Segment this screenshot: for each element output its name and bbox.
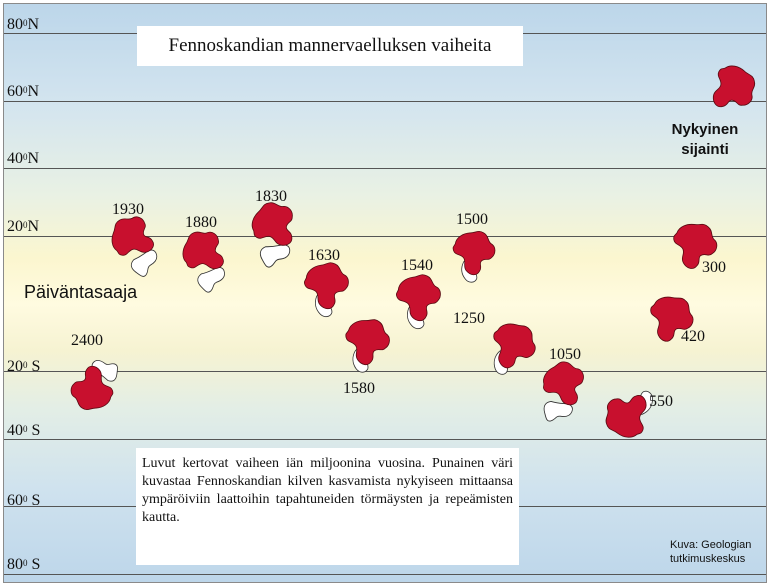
age-label-1540: 1540 (401, 257, 433, 274)
present-label-line1: Nykyinen (671, 121, 739, 138)
note-box: Luvut kertovat vaiheen iän miljoonina vu… (136, 448, 519, 565)
continent-present (709, 61, 760, 115)
continent-1050 (537, 354, 594, 430)
continent-1500 (448, 223, 503, 286)
latitude-label: 400 S (7, 422, 41, 439)
age-label-1250: 1250 (453, 310, 485, 327)
present-position-label: Nykyinen sijainti (670, 120, 740, 160)
age-label-1880: 1880 (185, 214, 217, 231)
continental-drift-figure: 800N 600N 400N 200N 200 S 400 S 600 S 80… (3, 3, 767, 583)
latitude-line-40s (4, 439, 766, 440)
latitude-label: 600 S (7, 492, 41, 509)
latitude-label: 800 S (7, 556, 41, 573)
present-label-line2: sijainti (681, 141, 729, 158)
figure-title: Fennoskandian mannervaelluksen vaiheita (137, 26, 523, 66)
continent-1580 (341, 311, 397, 376)
age-label-2400: 2400 (71, 332, 103, 349)
latitude-label: 200N (7, 218, 40, 235)
continent-2400 (63, 352, 124, 418)
equator-label: Päiväntasaaja (24, 282, 138, 302)
continent-1880 (181, 229, 227, 295)
credit-line2: tutkimuskeskus (670, 553, 746, 565)
age-label-420: 420 (681, 328, 705, 345)
latitude-line-40n (4, 168, 766, 169)
latitude-label: 600N (7, 83, 40, 100)
latitude-label: 200 S (7, 358, 41, 375)
credit-line1: Kuva: Geologian (670, 539, 752, 551)
image-credit: Kuva: Geologian tutkimuskeskus (670, 538, 751, 566)
latitude-label: 400N (7, 150, 40, 167)
age-label-1630: 1630 (308, 247, 340, 264)
continent-1830 (247, 197, 303, 273)
continent-1540 (390, 266, 449, 333)
latitude-line-20n (4, 236, 766, 237)
latitude-line-20s (4, 371, 766, 372)
continent-550 (602, 389, 655, 441)
continent-1930 (109, 215, 159, 278)
age-label-1050: 1050 (549, 346, 581, 363)
latitude-line-60n (4, 101, 766, 102)
latitude-label: 800N (7, 16, 40, 33)
age-label-1500: 1500 (456, 211, 488, 228)
age-label-300: 300 (702, 259, 726, 276)
continent-1250 (491, 319, 539, 376)
age-label-1580: 1580 (343, 380, 375, 397)
age-label-1930: 1930 (112, 201, 144, 218)
age-label-550: 550 (649, 393, 673, 410)
latitude-line-80s (4, 574, 766, 575)
age-label-1830: 1830 (255, 188, 287, 205)
